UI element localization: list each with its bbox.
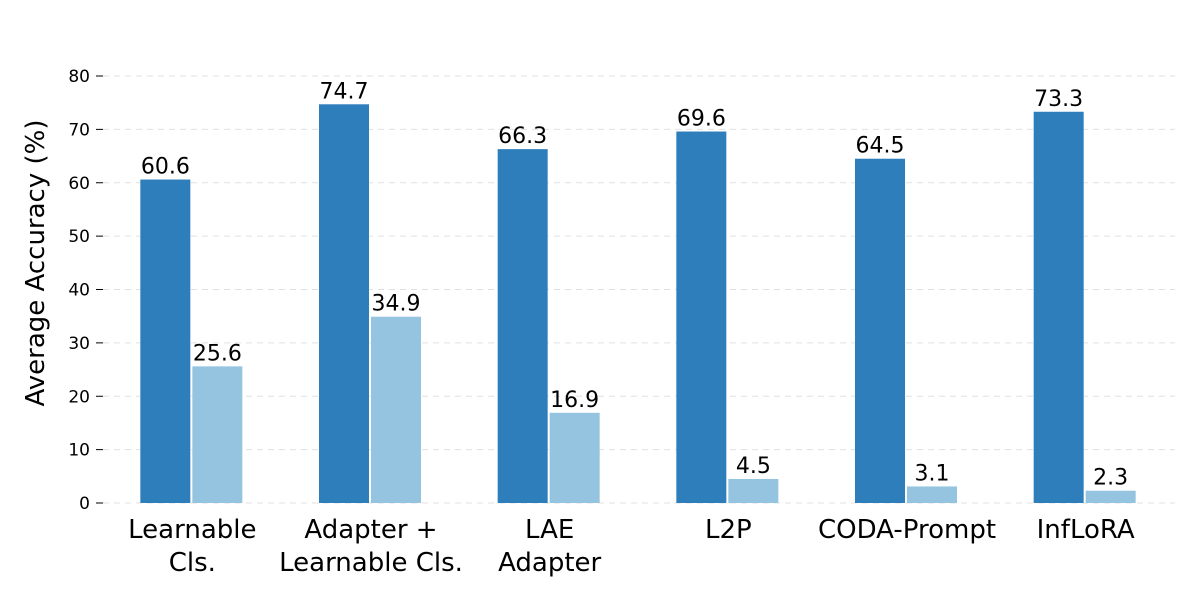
value-label: 2.3 — [1093, 466, 1128, 491]
value-label: 4.5 — [736, 454, 771, 479]
bar-series-1 — [140, 179, 191, 504]
value-label: 74.7 — [320, 79, 369, 104]
x-tick-label: Adapter + — [304, 515, 437, 545]
y-tick-label: 30 — [68, 334, 90, 354]
bar-series-2 — [907, 486, 957, 503]
y-tick-label: 0 — [79, 494, 90, 514]
y-axis-title: Average Accuracy (%) — [21, 120, 51, 407]
value-label: 69.6 — [677, 107, 726, 132]
bar-series-2 — [371, 316, 421, 503]
x-tick-label: Learnable — [128, 515, 256, 545]
bar-series-1 — [855, 158, 905, 503]
value-label: 66.3 — [498, 124, 547, 149]
y-tick-label: 70 — [68, 120, 90, 140]
x-tick-label: CODA-Prompt — [818, 515, 996, 545]
bar-series-2 — [549, 412, 600, 503]
x-tick-label: InfLoRA — [1037, 515, 1135, 545]
value-label: 64.5 — [856, 134, 905, 159]
bar-series-1 — [497, 149, 548, 503]
y-axis: 0 10 20 30 40 50 60 70 80 — [68, 67, 103, 514]
x-tick-label: Cls. — [169, 548, 216, 578]
y-tick-label: 60 — [68, 174, 90, 194]
value-label: 25.6 — [193, 341, 242, 366]
y-tick-label: 80 — [68, 67, 90, 87]
bars — [140, 104, 1136, 504]
bar-series-2 — [1085, 490, 1136, 503]
bar-series-1 — [1033, 111, 1084, 503]
x-tick-label: L2P — [705, 515, 752, 545]
value-label: 16.9 — [550, 388, 599, 413]
value-label: 3.1 — [915, 461, 950, 486]
x-tick-label: LAE — [525, 515, 574, 545]
y-tick-label: 10 — [68, 441, 90, 461]
value-label: 60.6 — [141, 155, 190, 180]
grid-lines — [103, 75, 1175, 504]
x-tick-label: Adapter — [498, 548, 601, 578]
bar-series-1 — [676, 131, 727, 503]
y-tick-label: 20 — [68, 387, 90, 407]
x-tick-label: Learnable Cls. — [279, 548, 463, 578]
y-tick-label: 40 — [68, 281, 90, 301]
value-label: 34.9 — [372, 292, 421, 317]
y-tick-label: 50 — [68, 227, 90, 247]
bar-series-2 — [192, 366, 243, 503]
bar-series-2 — [728, 478, 779, 503]
value-label: 73.3 — [1034, 87, 1083, 112]
value-labels: 60.6 25.6 74.7 34.9 66.3 16.9 69.6 4.5 64.5 3.1 73… — [141, 79, 1128, 490]
bar-series-1 — [319, 104, 369, 503]
